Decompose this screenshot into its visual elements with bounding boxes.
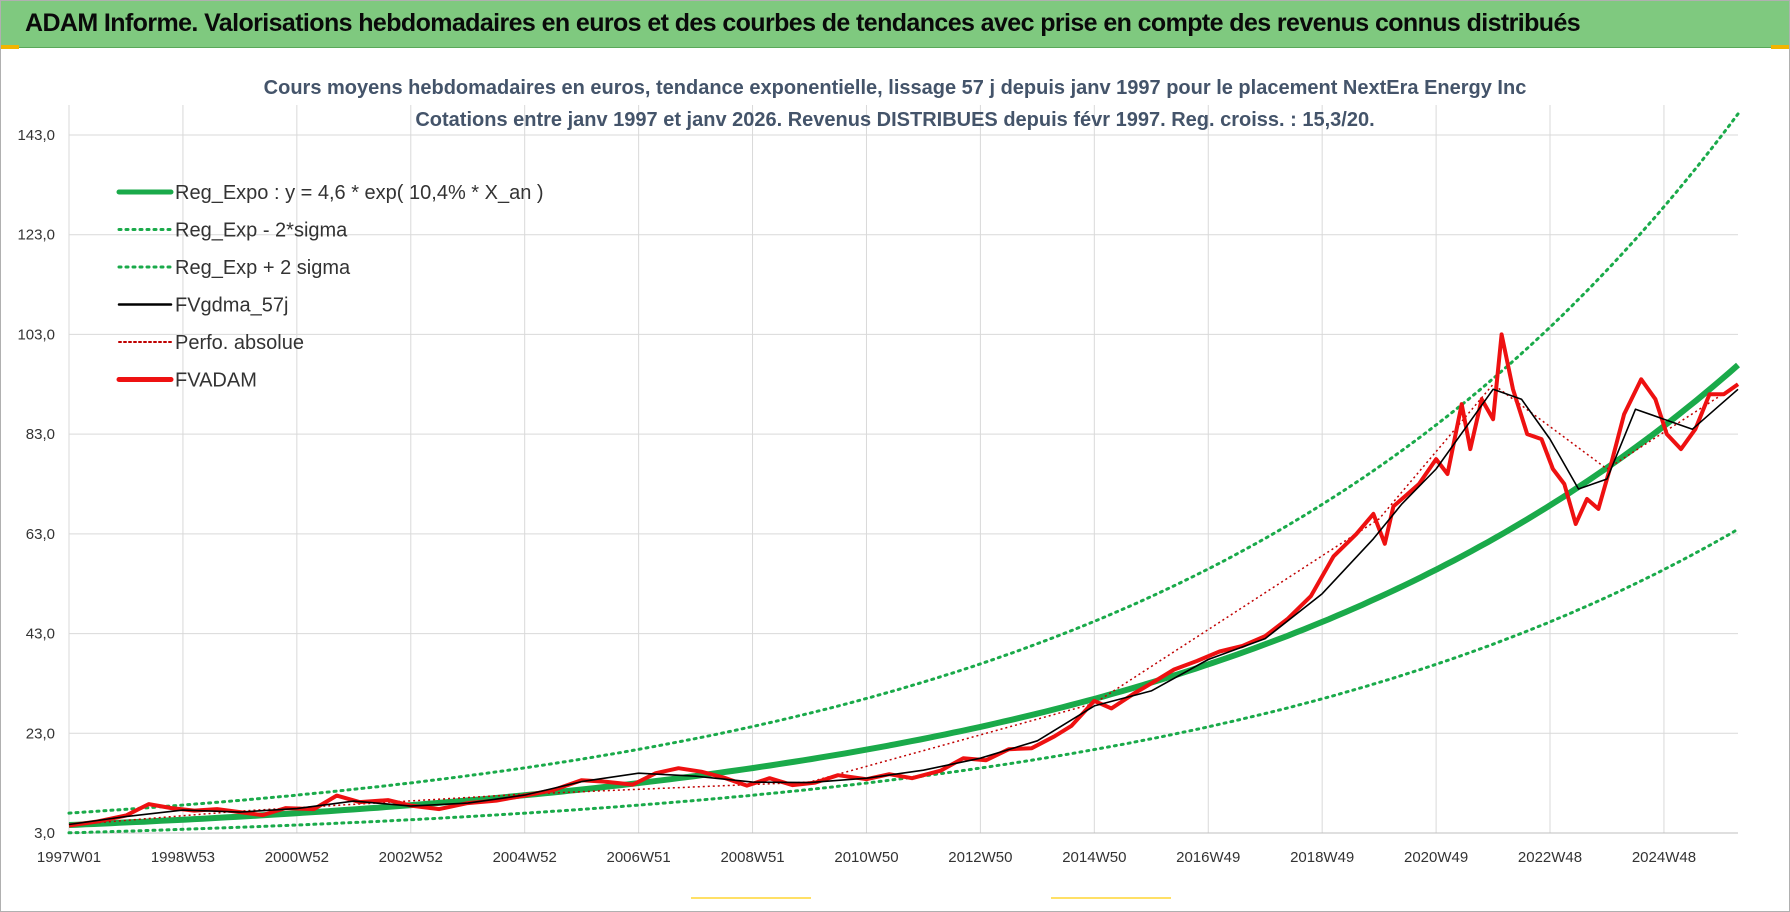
chart-grid [68, 105, 1738, 834]
x-tick-label: 1997W01 [37, 849, 101, 866]
report-banner: ADAM Informe. Valorisations hebdomadaire… [1, 1, 1789, 48]
legend-label: Reg_Expo : y = 4,6 * exp( 10,4% * X_an ) [175, 182, 544, 204]
chart-legend: Reg_Expo : y = 4,6 * exp( 10,4% * X_an )… [116, 182, 544, 392]
x-tick-label: 2010W50 [834, 849, 898, 866]
x-tick-label: 2000W52 [265, 849, 329, 866]
y-tick-label: 43,0 [26, 626, 55, 643]
x-tick-label: 2002W52 [379, 849, 443, 866]
x-tick-label: 2022W48 [1518, 849, 1582, 866]
bottom-marker-1 [691, 897, 811, 899]
x-tick-label: 2018W49 [1290, 849, 1354, 866]
series-reg-expo [68, 362, 1740, 828]
series-perfo-absolue [68, 383, 1739, 826]
y-tick-label: 83,0 [26, 426, 55, 443]
x-tick-label: 2012W50 [948, 849, 1012, 866]
x-tick-label: 1998W53 [151, 849, 215, 866]
legend-label: Reg_Exp - 2*sigma [175, 220, 348, 242]
x-tick-label: 2016W49 [1176, 849, 1240, 866]
x-tick-label: 2006W51 [607, 849, 671, 866]
series-reg-exp-minus-2sigma [67, 527, 1740, 835]
series-fvadam [68, 332, 1740, 828]
chart-subtitle: Cotations entre janv 1997 et janv 2026. … [415, 109, 1374, 131]
legend-label: Reg_Exp + 2 sigma [175, 257, 351, 279]
x-tick-label: 2024W48 [1632, 849, 1696, 866]
x-tick-label: 2014W50 [1062, 849, 1126, 866]
y-tick-label: 103,0 [17, 326, 55, 343]
y-tick-label: 63,0 [26, 526, 55, 543]
chart-title: Cours moyens hebdomadaires en euros, ten… [264, 77, 1527, 99]
y-tick-label: 23,0 [26, 725, 55, 742]
y-tick-label: 123,0 [17, 227, 55, 244]
x-tick-label: 2004W52 [493, 849, 557, 866]
legend-label: FVgdma_57j [175, 295, 288, 317]
x-tick-label: 2020W49 [1404, 849, 1468, 866]
chart-series [67, 112, 1740, 835]
bottom-marker-2 [1051, 897, 1171, 899]
corner-marker-left [1, 45, 19, 49]
x-axis-ticks: 1997W01 1998W53 2000W52 2002W52 2004W52 2006W… [37, 849, 1696, 866]
y-tick-label: 143,0 [17, 127, 55, 144]
x-tick-label: 2008W51 [720, 849, 784, 866]
legend-label: FVADAM [175, 370, 257, 392]
series-fvgdma-57j [68, 388, 1739, 826]
corner-marker-right [1771, 45, 1789, 49]
y-axis-ticks: 3,0 23,0 43,0 63,0 83,0 103,0 123,0 143,0 [17, 127, 55, 842]
report-title: ADAM Informe. Valorisations hebdomadaire… [25, 9, 1581, 37]
y-tick-label: 3,0 [34, 825, 55, 842]
legend-label: Perfo. absolue [175, 332, 304, 354]
